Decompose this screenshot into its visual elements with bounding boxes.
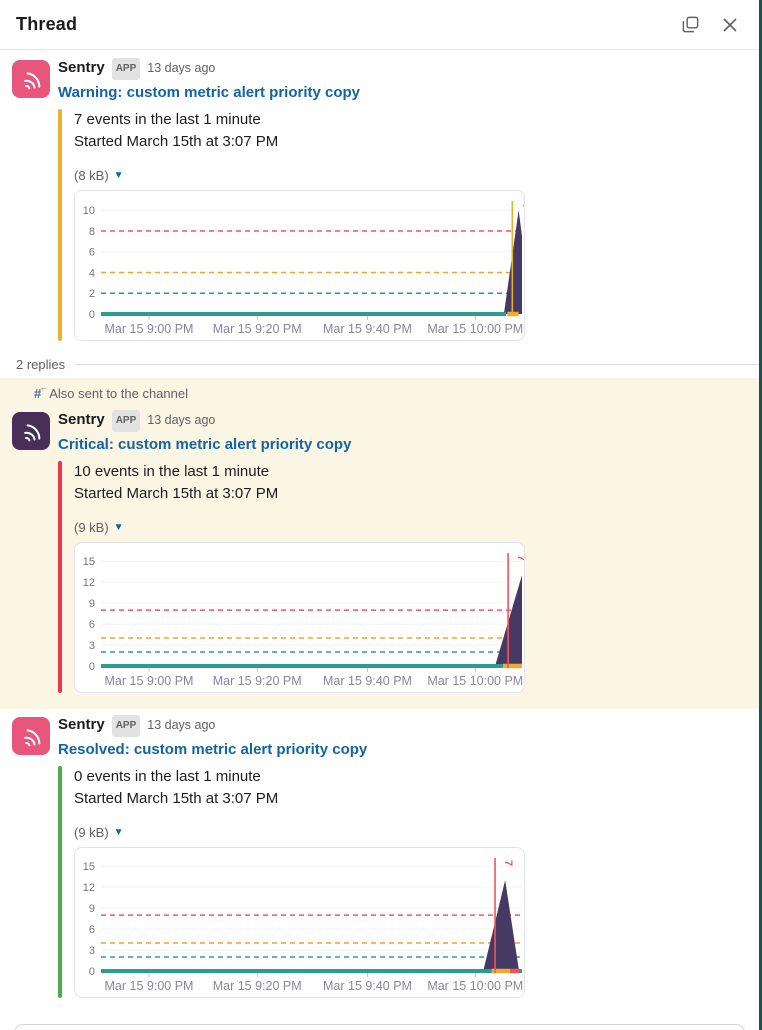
svg-text:Mar 15 10:00 PM: Mar 15 10:00 PM bbox=[427, 979, 523, 993]
timestamp[interactable]: 13 days ago bbox=[147, 61, 216, 75]
attachment-accent-bar bbox=[58, 461, 62, 693]
svg-text:Mar 15 10:00 PM: Mar 15 10:00 PM bbox=[427, 674, 523, 688]
replies-divider: 2 replies bbox=[0, 345, 759, 378]
alert-attachment: 7 events in the last 1 minute Started Ma… bbox=[58, 109, 743, 341]
divider-line bbox=[75, 364, 759, 365]
sender-name[interactable]: Sentry bbox=[58, 59, 105, 76]
alert-title-link[interactable]: Critical: custom metric alert priority c… bbox=[58, 436, 352, 453]
svg-text:3: 3 bbox=[89, 945, 95, 957]
chevron-down-icon: ▼ bbox=[113, 827, 124, 838]
svg-text:6: 6 bbox=[89, 247, 95, 259]
message-warning: Sentry APP 13 days ago Warning: custom m… bbox=[0, 50, 759, 345]
svg-text:Mar 15 10:00 PM: Mar 15 10:00 PM bbox=[427, 322, 523, 336]
attachment-size-toggle[interactable]: (9 kB) ▼ bbox=[74, 520, 124, 535]
app-badge: APP bbox=[111, 410, 141, 432]
attachment-text: 10 events in the last 1 minute bbox=[74, 463, 270, 480]
sender-name[interactable]: Sentry bbox=[58, 716, 105, 733]
replies-count: 2 replies bbox=[16, 357, 66, 372]
reply-input[interactable] bbox=[14, 1024, 745, 1030]
svg-text:8: 8 bbox=[89, 226, 95, 238]
timestamp[interactable]: 13 days ago bbox=[147, 718, 216, 732]
highlighted-message-block: # ← Also sent to the channel Sentry APP bbox=[0, 378, 759, 709]
message-critical: Sentry APP 13 days ago Critical: custom … bbox=[0, 402, 759, 697]
app-badge: APP bbox=[111, 715, 141, 737]
message-resolved: Sentry APP 13 days ago Resolved: custom … bbox=[0, 709, 759, 1014]
svg-text:Mar 15 9:40 PM: Mar 15 9:40 PM bbox=[323, 322, 412, 336]
svg-text:12: 12 bbox=[83, 577, 95, 589]
alert-attachment: 10 events in the last 1 minute Started M… bbox=[58, 461, 743, 693]
svg-text:Mar 15 9:20 PM: Mar 15 9:20 PM bbox=[213, 674, 302, 688]
svg-text:3: 3 bbox=[89, 640, 95, 652]
attachment-text: 0 events in the last 1 minute bbox=[74, 768, 261, 785]
sentry-app-avatar[interactable] bbox=[12, 60, 50, 98]
svg-text:9: 9 bbox=[89, 903, 95, 915]
svg-text:0: 0 bbox=[89, 661, 95, 673]
panel-title: Thread bbox=[16, 14, 78, 34]
attachment-text: Started March 15th at 3:07 PM bbox=[74, 790, 279, 807]
svg-text:15: 15 bbox=[83, 861, 95, 873]
svg-text:Mar 15 9:20 PM: Mar 15 9:20 PM bbox=[213, 322, 302, 336]
attachment-text: Started March 15th at 3:07 PM bbox=[74, 133, 279, 150]
popout-icon[interactable] bbox=[677, 12, 703, 38]
svg-text:Mar 15 9:00 PM: Mar 15 9:00 PM bbox=[105, 674, 194, 688]
sentry-logo-icon bbox=[24, 72, 41, 90]
svg-text:15: 15 bbox=[83, 556, 95, 568]
alert-attachment: 0 events in the last 1 minute Started Ma… bbox=[58, 766, 743, 1010]
attachment-text: Started March 15th at 3:07 PM bbox=[74, 485, 279, 502]
svg-text:4: 4 bbox=[89, 267, 95, 279]
attachment-accent-bar bbox=[58, 766, 62, 998]
sender-name[interactable]: Sentry bbox=[58, 411, 105, 428]
svg-text:0: 0 bbox=[89, 309, 95, 321]
channel-hash-icon: # ← bbox=[34, 381, 49, 401]
svg-text:Mar 15 9:40 PM: Mar 15 9:40 PM bbox=[323, 674, 412, 688]
attachment-accent-bar bbox=[58, 109, 62, 341]
attachment-text: 7 events in the last 1 minute bbox=[74, 111, 261, 128]
also-sent-label: Also sent to the channel bbox=[49, 385, 188, 401]
svg-text:9: 9 bbox=[89, 598, 95, 610]
svg-text:6: 6 bbox=[89, 924, 95, 936]
thread-header: Thread bbox=[0, 0, 759, 50]
svg-text:Mar 15 9:00 PM: Mar 15 9:00 PM bbox=[105, 979, 194, 993]
svg-text:2: 2 bbox=[89, 288, 95, 300]
svg-text:Mar 15 9:20 PM: Mar 15 9:20 PM bbox=[213, 979, 302, 993]
metric-chart-image[interactable]: 0 3 6 9 12 15 Mar 15 9:00 PM Mar 15 9:20 PM Mar … bbox=[74, 847, 525, 998]
close-icon[interactable] bbox=[717, 12, 743, 38]
timestamp[interactable]: 13 days ago bbox=[147, 413, 216, 427]
also-sent-row: # ← Also sent to the channel bbox=[0, 381, 759, 402]
attachment-size-toggle[interactable]: (8 kB) ▼ bbox=[74, 168, 124, 183]
svg-text:Mar 15 9:00 PM: Mar 15 9:00 PM bbox=[105, 322, 194, 336]
chevron-down-icon: ▼ bbox=[113, 522, 124, 533]
alert-title-link[interactable]: Warning: custom metric alert priority co… bbox=[58, 84, 360, 101]
svg-text:0: 0 bbox=[89, 966, 95, 978]
svg-text:7: 7 bbox=[515, 555, 524, 561]
svg-text:7: 7 bbox=[502, 860, 514, 866]
sentry-logo-icon bbox=[24, 424, 41, 442]
metric-chart-image[interactable]: 0 3 6 9 12 15 Mar 15 9:00 PM Mar 15 9:20 PM Mar … bbox=[74, 542, 525, 693]
alert-title-link[interactable]: Resolved: custom metric alert priority c… bbox=[58, 741, 368, 758]
sentry-logo-icon bbox=[24, 729, 41, 747]
svg-text:7: 7 bbox=[519, 203, 524, 209]
svg-text:10: 10 bbox=[83, 205, 95, 217]
sentry-app-avatar[interactable] bbox=[12, 717, 50, 755]
sentry-app-avatar[interactable] bbox=[12, 412, 50, 450]
chevron-down-icon: ▼ bbox=[113, 170, 124, 181]
attachment-size-toggle[interactable]: (9 kB) ▼ bbox=[74, 825, 124, 840]
svg-text:Mar 15 9:40 PM: Mar 15 9:40 PM bbox=[323, 979, 412, 993]
app-badge: APP bbox=[111, 58, 141, 80]
svg-text:6: 6 bbox=[89, 619, 95, 631]
metric-chart-image[interactable]: 0 2 4 6 8 10 Mar 15 9:00 PM Mar 15 9:20 PM Mar 1… bbox=[74, 190, 525, 341]
svg-text:12: 12 bbox=[83, 882, 95, 894]
